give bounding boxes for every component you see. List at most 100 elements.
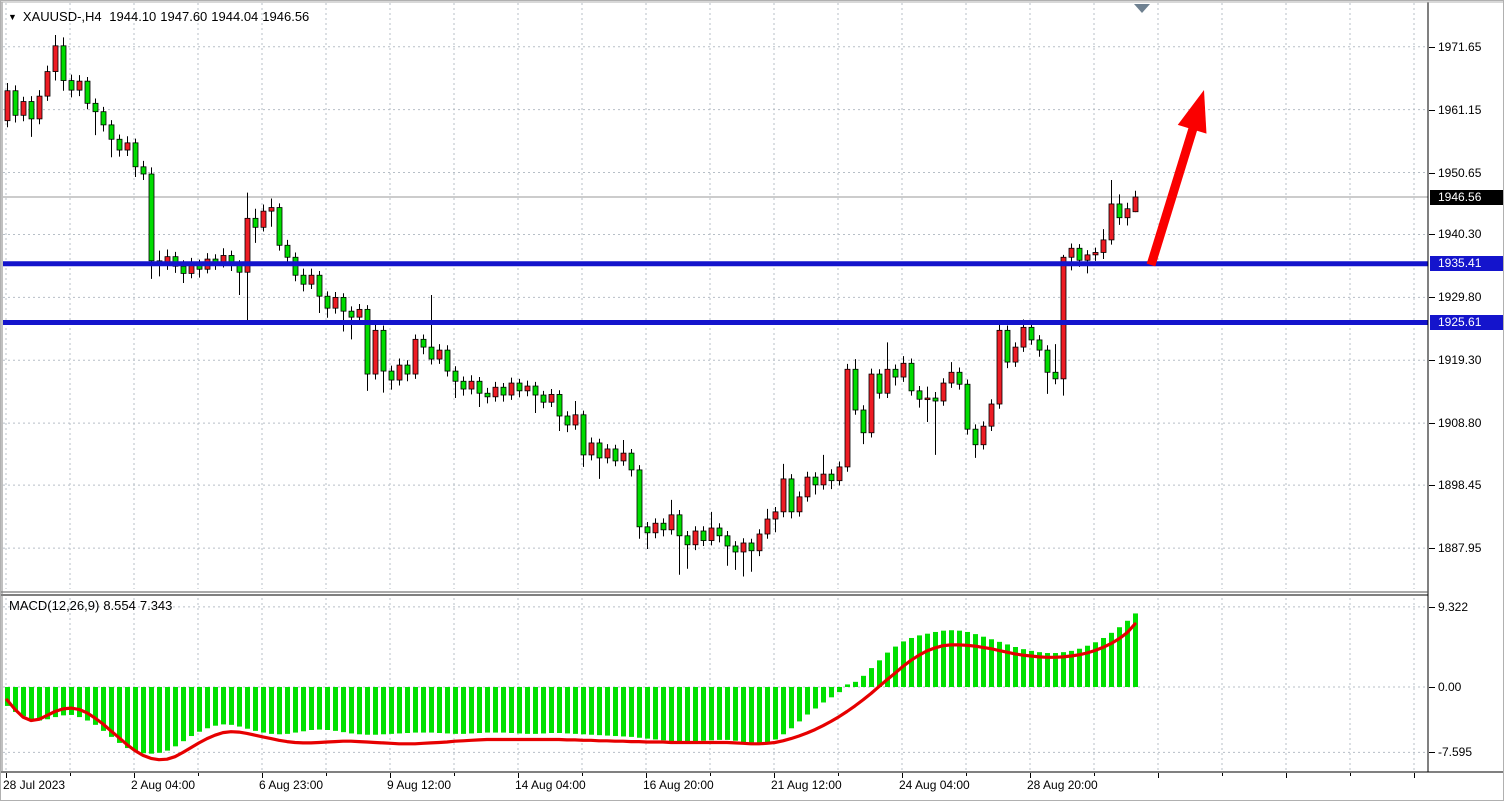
candle-body — [788, 478, 795, 513]
macd-histogram-bar — [1045, 653, 1050, 687]
macd-histogram-bar — [837, 687, 842, 693]
candle-body — [324, 295, 331, 309]
candle-body — [996, 329, 1003, 405]
candle-body — [1036, 339, 1043, 351]
macd-histogram-bar — [997, 641, 1002, 687]
candle-body — [780, 478, 787, 513]
time-axis-label: 28 Jul 2023 — [3, 778, 66, 792]
candle-body — [668, 514, 675, 531]
macd-histogram-bar — [925, 633, 930, 687]
time-axis-tick — [1414, 773, 1415, 778]
candle-body — [1012, 346, 1019, 363]
macd-histogram-bar — [885, 652, 890, 687]
symbol-label: XAUUSD-,H4 — [22, 9, 102, 24]
candle-body — [516, 382, 523, 392]
candle-body — [636, 469, 643, 528]
candle-body — [276, 207, 283, 246]
candle-body — [308, 274, 315, 285]
time-axis-label: 2 Aug 04:00 — [131, 778, 196, 792]
candle-body — [628, 452, 635, 471]
trend-arrow-shaft[interactable] — [1146, 120, 1200, 267]
candle-body — [580, 414, 587, 456]
candle-body — [4, 90, 11, 122]
candle-body — [36, 95, 43, 120]
macd-histogram-bar — [853, 681, 858, 687]
macd-histogram-bar — [973, 634, 978, 687]
macd-histogram-bar — [637, 687, 642, 738]
macd-histogram-bar — [309, 687, 314, 730]
time-axis-tick — [582, 773, 583, 776]
time-axis-tick — [6, 773, 7, 778]
macd-histogram-bar — [85, 687, 90, 721]
candle-body — [916, 390, 923, 400]
candle-body — [412, 338, 419, 375]
macd-histogram-bar — [725, 687, 730, 740]
macd-histogram-bar — [173, 687, 178, 747]
candle-body — [1092, 252, 1099, 256]
candle-body — [428, 346, 435, 360]
candle-body — [564, 415, 571, 426]
time-axis-tick — [646, 773, 647, 778]
candle-body — [340, 296, 347, 312]
macd-histogram-bar — [869, 668, 874, 687]
macd-histogram-bar — [5, 687, 10, 706]
price-axis-tick — [1429, 360, 1435, 362]
macd-histogram-bar — [1005, 644, 1010, 687]
candle-body — [260, 210, 267, 228]
candle-body — [436, 349, 443, 360]
time-axis-label: 28 Aug 20:00 — [1027, 778, 1098, 792]
candle-body — [316, 274, 323, 297]
time-axis-tick — [390, 773, 391, 778]
candle-body — [372, 329, 379, 375]
candle-body — [1124, 208, 1131, 219]
candle-body — [20, 101, 27, 116]
candle-body — [404, 364, 411, 375]
macd-histogram-bar — [693, 687, 698, 742]
macd-histogram-bar — [1117, 627, 1122, 687]
candle-body — [52, 45, 59, 72]
candle-body — [252, 217, 259, 228]
macd-histogram-bar — [845, 684, 850, 687]
macd-histogram-bar — [245, 687, 250, 729]
candle-body — [740, 542, 747, 553]
macd-histogram-bar — [1021, 649, 1026, 687]
scroll-end-marker-icon[interactable] — [1134, 4, 1150, 13]
macd-histogram-bar — [893, 646, 898, 687]
candle-body — [972, 428, 979, 446]
ohlc-high: 1947.60 — [160, 9, 208, 24]
candle-body — [876, 373, 883, 394]
candle-body — [980, 425, 987, 446]
macd-histogram-bar — [61, 687, 66, 716]
price-axis-tick — [1429, 234, 1435, 236]
price-axis-label: 1971.65 — [1438, 39, 1482, 54]
macd-histogram-bar — [429, 687, 434, 733]
candle-body — [556, 394, 563, 417]
macd-histogram-bar — [541, 687, 546, 734]
time-axis-tick — [70, 773, 71, 776]
time-axis-tick — [1222, 773, 1223, 776]
trend-arrow-head[interactable] — [1177, 90, 1207, 134]
level-price-badge: 1925.61 — [1430, 314, 1503, 330]
macd-axis-label: 0.00 — [1438, 680, 1462, 694]
macd-histogram-bar — [949, 630, 954, 687]
candle-body — [772, 511, 779, 520]
macd-histogram-bar — [957, 630, 962, 687]
candle-body — [620, 452, 627, 462]
candle-body — [956, 371, 963, 385]
macd-histogram-bar — [21, 687, 26, 717]
macd-histogram-bar — [101, 687, 106, 731]
macd-histogram-bar — [365, 687, 370, 735]
macd-histogram-bar — [397, 687, 402, 734]
macd-histogram-bar — [1101, 637, 1106, 687]
time-axis-tick — [1158, 773, 1159, 778]
time-axis-tick — [1350, 773, 1351, 776]
symbol-dropdown-icon[interactable]: ▼ — [8, 12, 17, 22]
candle-body — [492, 386, 499, 398]
ohlc-open: 1944.10 — [109, 9, 157, 24]
macd-histogram-bar — [269, 687, 274, 734]
candle-body — [948, 371, 955, 384]
candle-body — [452, 370, 459, 382]
macd-histogram-bar — [165, 687, 170, 751]
